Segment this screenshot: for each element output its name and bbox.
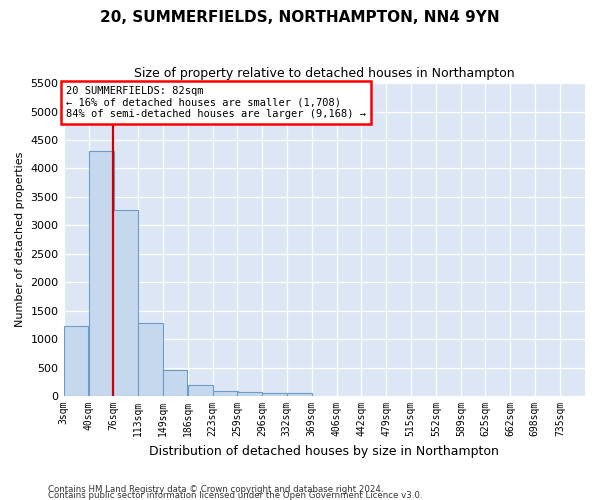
Bar <box>113 210 138 396</box>
X-axis label: Distribution of detached houses by size in Northampton: Distribution of detached houses by size … <box>149 444 499 458</box>
Bar <box>188 384 212 396</box>
Text: 20, SUMMERFIELDS, NORTHAMPTON, NN4 9YN: 20, SUMMERFIELDS, NORTHAMPTON, NN4 9YN <box>100 10 500 25</box>
Bar <box>64 326 88 396</box>
Title: Size of property relative to detached houses in Northampton: Size of property relative to detached ho… <box>134 68 515 80</box>
Y-axis label: Number of detached properties: Number of detached properties <box>15 152 25 327</box>
Bar <box>139 323 163 396</box>
Bar <box>89 152 113 396</box>
Bar <box>262 393 287 396</box>
Bar <box>287 393 311 396</box>
Bar <box>238 392 262 396</box>
Text: 20 SUMMERFIELDS: 82sqm
← 16% of detached houses are smaller (1,708)
84% of semi-: 20 SUMMERFIELDS: 82sqm ← 16% of detached… <box>66 86 366 119</box>
Text: Contains HM Land Registry data © Crown copyright and database right 2024.: Contains HM Land Registry data © Crown c… <box>48 484 383 494</box>
Bar <box>213 390 238 396</box>
Bar <box>163 370 187 396</box>
Text: Contains public sector information licensed under the Open Government Licence v3: Contains public sector information licen… <box>48 490 422 500</box>
